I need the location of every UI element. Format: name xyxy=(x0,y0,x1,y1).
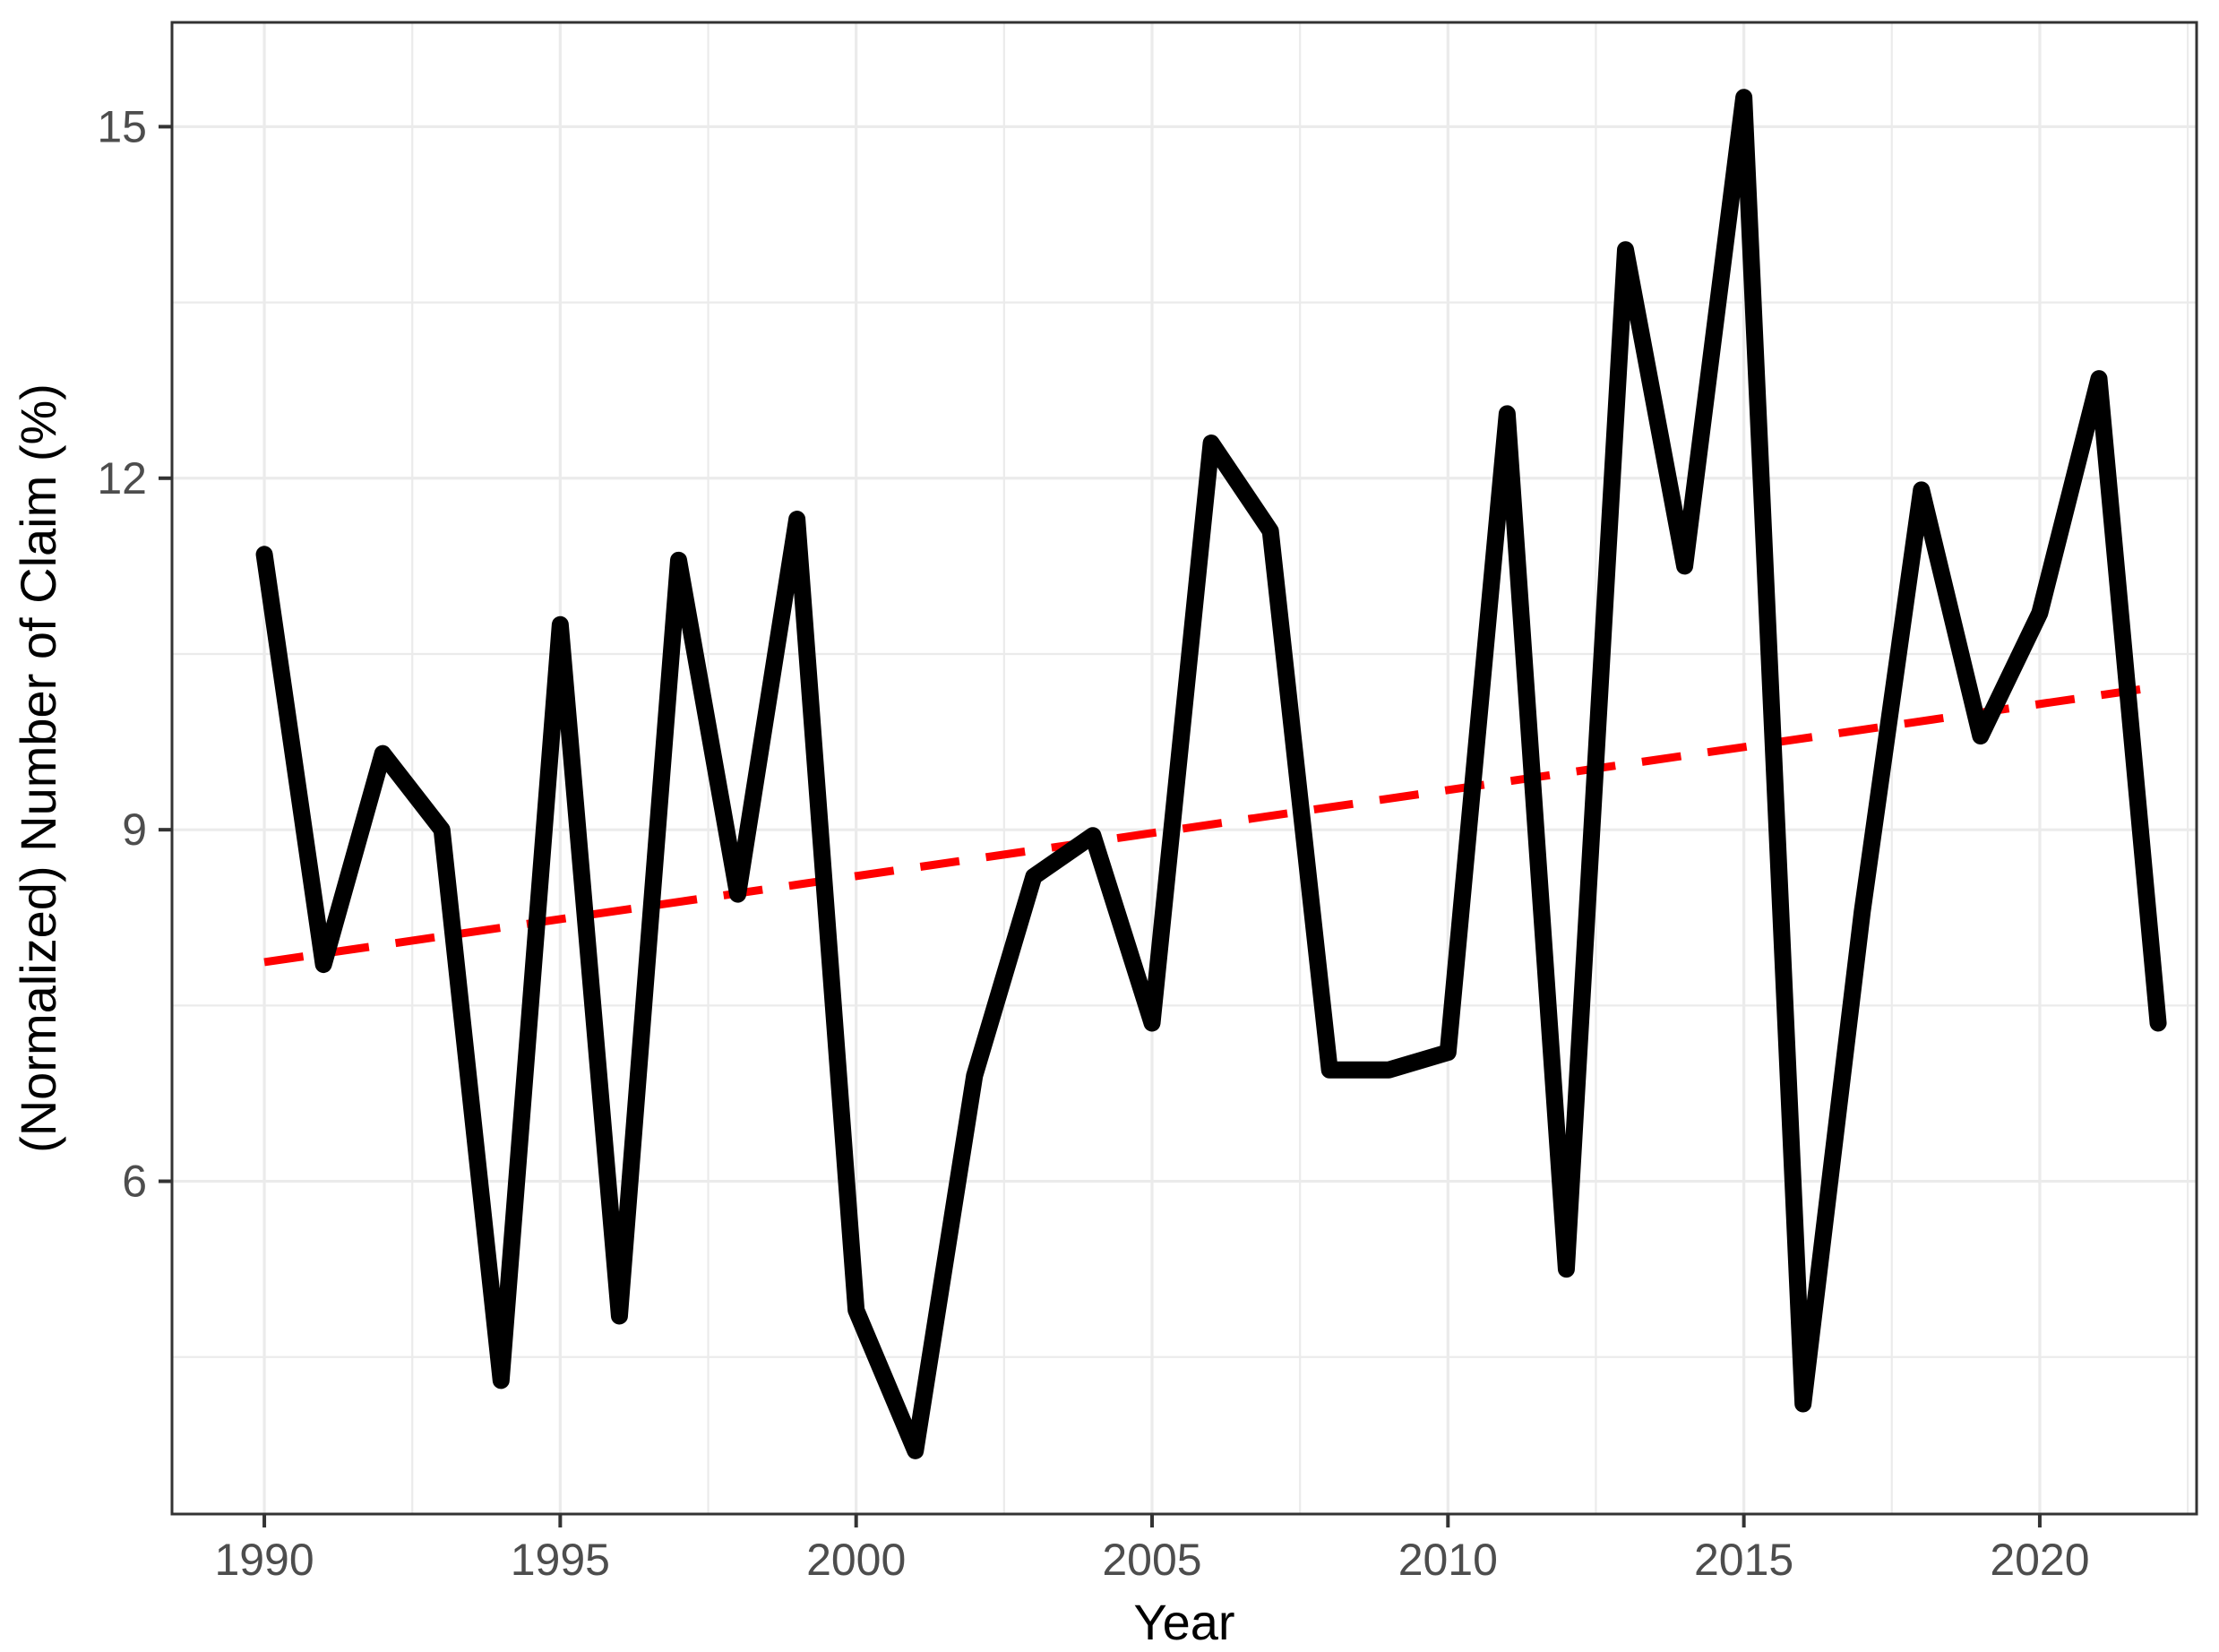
y-tick-label: 9 xyxy=(122,804,147,855)
x-tick-label: 2005 xyxy=(1102,1535,1201,1585)
x-tick-label: 1995 xyxy=(511,1535,610,1585)
y-tick-label: 6 xyxy=(122,1157,147,1207)
x-tick-label: 2015 xyxy=(1694,1535,1793,1585)
x-axis-tick-labels: 1990 1995 2000 2005 2010 2015 2020 xyxy=(214,1535,2089,1585)
y-tick-label: 12 xyxy=(97,453,147,503)
x-tick-label: 1990 xyxy=(214,1535,314,1585)
panel-border xyxy=(170,21,2198,1516)
x-axis-title: Year xyxy=(1133,1594,1234,1650)
x-tick-label: 2000 xyxy=(806,1535,906,1585)
trend-line xyxy=(263,683,2159,967)
y-axis-tick-labels: 6 9 12 15 xyxy=(97,101,147,1206)
trend-line-layer xyxy=(263,683,2159,967)
x-tick-label: 2020 xyxy=(1990,1535,2089,1585)
axis-tick-marks xyxy=(159,125,2042,1527)
claims-series-line xyxy=(255,89,2167,1459)
x-tick-label: 2010 xyxy=(1398,1535,1498,1585)
y-tick-label: 15 xyxy=(97,101,147,151)
data-line-layer xyxy=(255,89,2167,1459)
y-axis-title: (Normalized) Number of Claim (%) xyxy=(10,383,66,1153)
